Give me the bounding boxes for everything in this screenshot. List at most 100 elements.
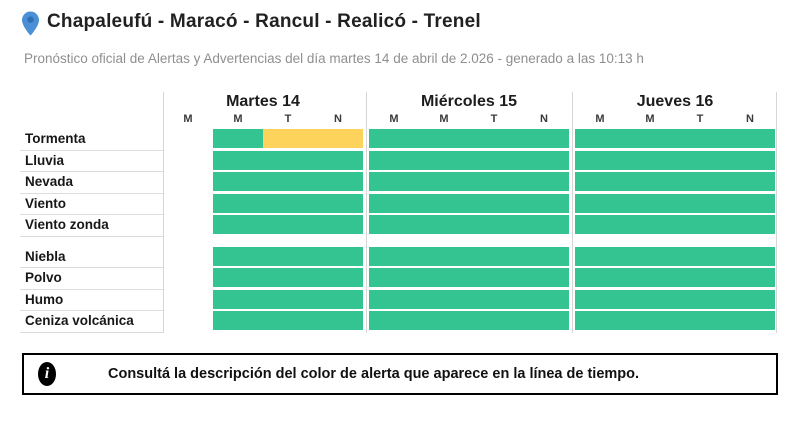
timeline-cell[interactable] [575,246,625,266]
timeline-cell[interactable] [469,193,519,213]
timeline-cell[interactable] [313,193,363,213]
timeline-cell[interactable] [419,289,469,309]
timeline-cell[interactable] [625,289,675,309]
timeline-cell[interactable] [419,172,469,191]
timeline-cell[interactable] [675,246,725,266]
timeline-cell[interactable] [725,215,775,234]
timeline-cell[interactable] [675,172,725,191]
timeline-cell[interactable] [313,172,363,191]
timeline-cell[interactable] [675,150,725,170]
timeline-cell[interactable] [419,246,469,266]
color-legend-notice: i Consultá la descripción del color de a… [22,353,778,395]
timeline-cell[interactable] [675,311,725,330]
timeline-cell[interactable] [625,172,675,191]
timeline-cell[interactable] [519,129,569,148]
timeline-cell[interactable] [625,311,675,330]
timeline-cell[interactable] [519,311,569,330]
timeline-cell[interactable] [575,193,625,213]
timeline-cell[interactable] [469,268,519,287]
timeline-cell[interactable] [519,172,569,191]
timeline-cell[interactable] [369,150,419,170]
timeline-cell[interactable] [263,311,313,330]
timeline-cell[interactable] [263,215,313,234]
timeline-cell[interactable] [313,129,363,148]
timeline-cell[interactable] [725,268,775,287]
timeline-cell[interactable] [213,193,263,213]
timeline-cell[interactable] [675,129,725,148]
timeline-cell[interactable] [625,246,675,266]
timeline-cell[interactable] [725,150,775,170]
timeline-cell[interactable] [369,268,419,287]
timeline-cell[interactable] [675,289,725,309]
timeline-cell[interactable] [213,311,263,330]
timeline-cell[interactable] [469,172,519,191]
timeline-cell[interactable] [263,289,313,309]
timeline-cell[interactable] [725,246,775,266]
timeline-cell[interactable] [313,215,363,234]
timeline-cell[interactable] [625,215,675,234]
timeline-cell[interactable] [519,246,569,266]
timeline-cell[interactable] [369,193,419,213]
timeline-cell[interactable] [675,193,725,213]
timeline-cell[interactable] [575,311,625,330]
timeline-cell[interactable] [519,289,569,309]
timeline-cell[interactable] [419,150,469,170]
timeline-cell[interactable] [213,172,263,191]
timeline-cell[interactable] [625,129,675,148]
timeline-cell[interactable] [263,172,313,191]
timeline-cell[interactable] [469,129,519,148]
timeline-cell[interactable] [625,150,675,170]
timeline-cell[interactable] [213,150,263,170]
timeline-cell[interactable] [469,215,519,234]
timeline-cell[interactable] [625,193,675,213]
timeline-cell[interactable] [369,311,419,330]
timeline-cell[interactable] [213,129,263,148]
timeline-cell[interactable] [675,268,725,287]
timeline-cell[interactable] [469,289,519,309]
timeline-cell[interactable] [263,246,313,266]
timeline-cell[interactable] [263,129,313,148]
timeline-cell[interactable] [575,289,625,309]
timeline-cell[interactable] [213,246,263,266]
timeline-cell[interactable] [263,268,313,287]
timeline-cell[interactable] [313,311,363,330]
timeline-cell[interactable] [575,215,625,234]
timeline-cell[interactable] [419,311,469,330]
timeline-cell[interactable] [725,172,775,191]
timeline-cell[interactable] [213,215,263,234]
timeline-cell[interactable] [469,150,519,170]
timeline-cell[interactable] [263,150,313,170]
timeline-cell[interactable] [369,172,419,191]
timeline-cell[interactable] [369,129,419,148]
timeline-cell[interactable] [469,311,519,330]
timeline-cell[interactable] [625,268,675,287]
timeline-cell[interactable] [313,268,363,287]
timeline-cell[interactable] [313,246,363,266]
timeline-cell[interactable] [675,215,725,234]
timeline-cell[interactable] [725,129,775,148]
timeline-cell[interactable] [419,268,469,287]
timeline-cell[interactable] [575,150,625,170]
timeline-cell[interactable] [725,311,775,330]
timeline-cell[interactable] [369,289,419,309]
timeline-cell[interactable] [419,129,469,148]
timeline-cell[interactable] [575,172,625,191]
timeline-cell[interactable] [419,193,469,213]
timeline-cell[interactable] [313,150,363,170]
timeline-cell[interactable] [369,215,419,234]
timeline-cell[interactable] [575,129,625,148]
timeline-cell[interactable] [519,268,569,287]
timeline-cell[interactable] [725,289,775,309]
timeline-cell[interactable] [213,268,263,287]
timeline-cell[interactable] [519,150,569,170]
timeline-cell[interactable] [419,215,469,234]
timeline-cell[interactable] [313,289,363,309]
timeline-cell[interactable] [575,268,625,287]
timeline-cell[interactable] [725,193,775,213]
timeline-cell[interactable] [519,193,569,213]
timeline-cell[interactable] [469,246,519,266]
timeline-cell[interactable] [519,215,569,234]
timeline-cell[interactable] [263,193,313,213]
timeline-cell[interactable] [213,289,263,309]
timeline-cell[interactable] [369,246,419,266]
